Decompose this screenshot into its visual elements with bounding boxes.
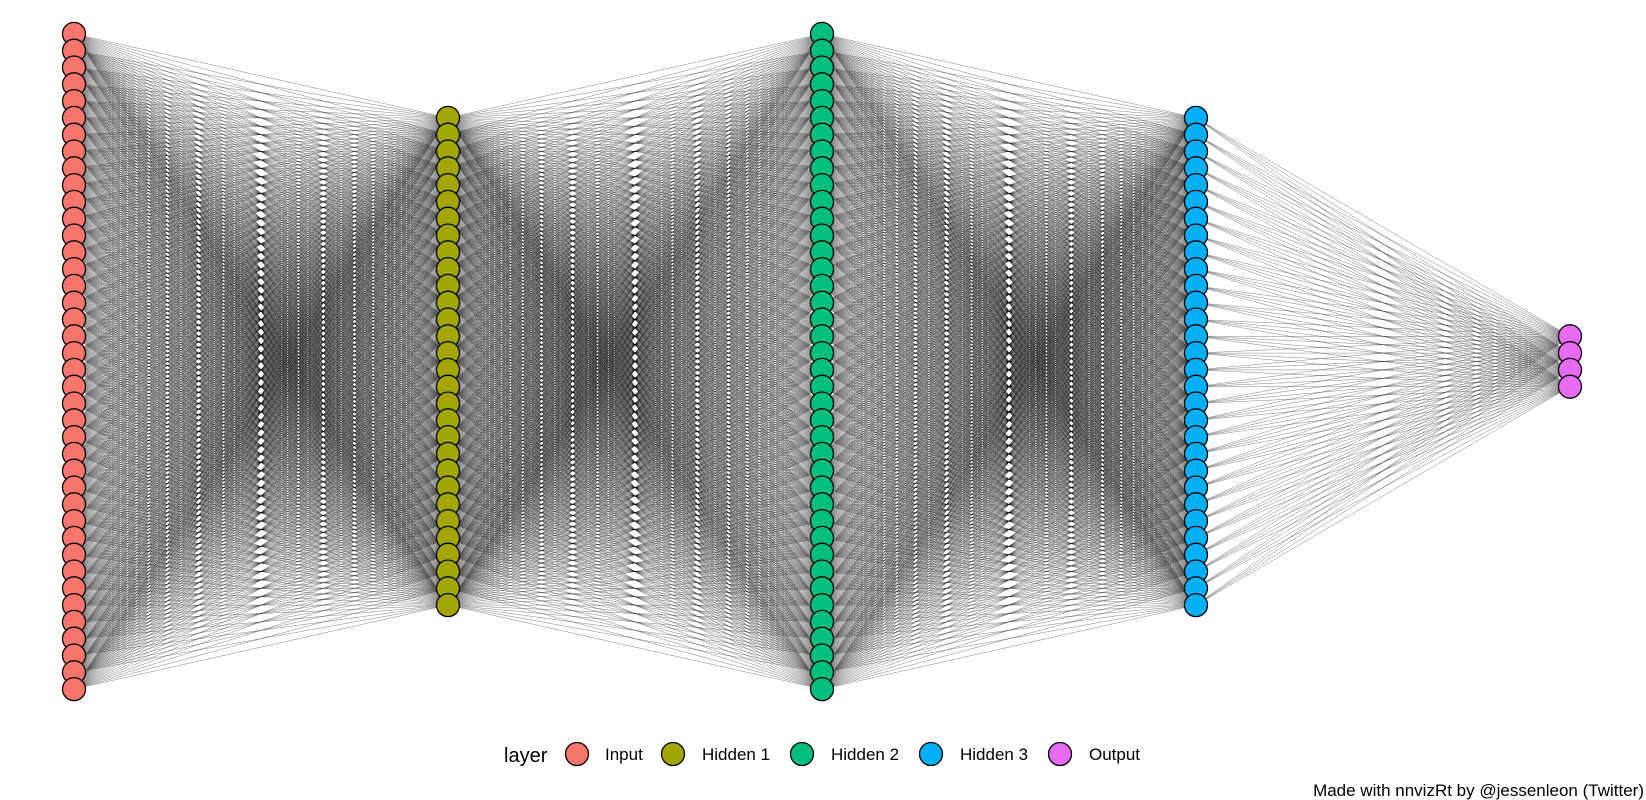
layer-hidden-3 [1183, 105, 1209, 618]
legend: layer Input Hidden 1 Hidden 2 Hidden 3 O… [504, 741, 1140, 767]
legend-label-hidden-1: Hidden 1 [702, 745, 770, 764]
node-hidden-3-30 [1183, 592, 1209, 618]
legend-title: layer [504, 745, 548, 767]
legend-swatch-hidden-2 [789, 741, 815, 767]
legend-label-input: Input [605, 745, 643, 764]
legend-swatch-hidden-1 [660, 741, 686, 767]
legend-label-hidden-2: Hidden 2 [831, 745, 899, 764]
legend-label-output: Output [1089, 745, 1140, 764]
edges-group [73, 33, 1571, 690]
layer-hidden-1 [435, 105, 461, 618]
layer-input [61, 21, 87, 702]
nodes-group [61, 21, 1583, 702]
node-hidden-2-40 [809, 676, 835, 702]
legend-swatch-output [1047, 741, 1073, 767]
network-edges [73, 33, 1571, 690]
caption: Made with nnvizRt by @jessenleon (Twitte… [1313, 781, 1644, 800]
node-output-4 [1557, 374, 1583, 399]
legend-swatch-input [564, 741, 590, 767]
layer-output [1557, 324, 1583, 399]
layer-hidden-2 [809, 21, 835, 702]
legend-label-hidden-3: Hidden 3 [960, 745, 1028, 764]
legend-swatch-hidden-3 [918, 741, 944, 767]
node-input-40 [61, 676, 87, 702]
node-hidden-1-30 [435, 592, 461, 618]
